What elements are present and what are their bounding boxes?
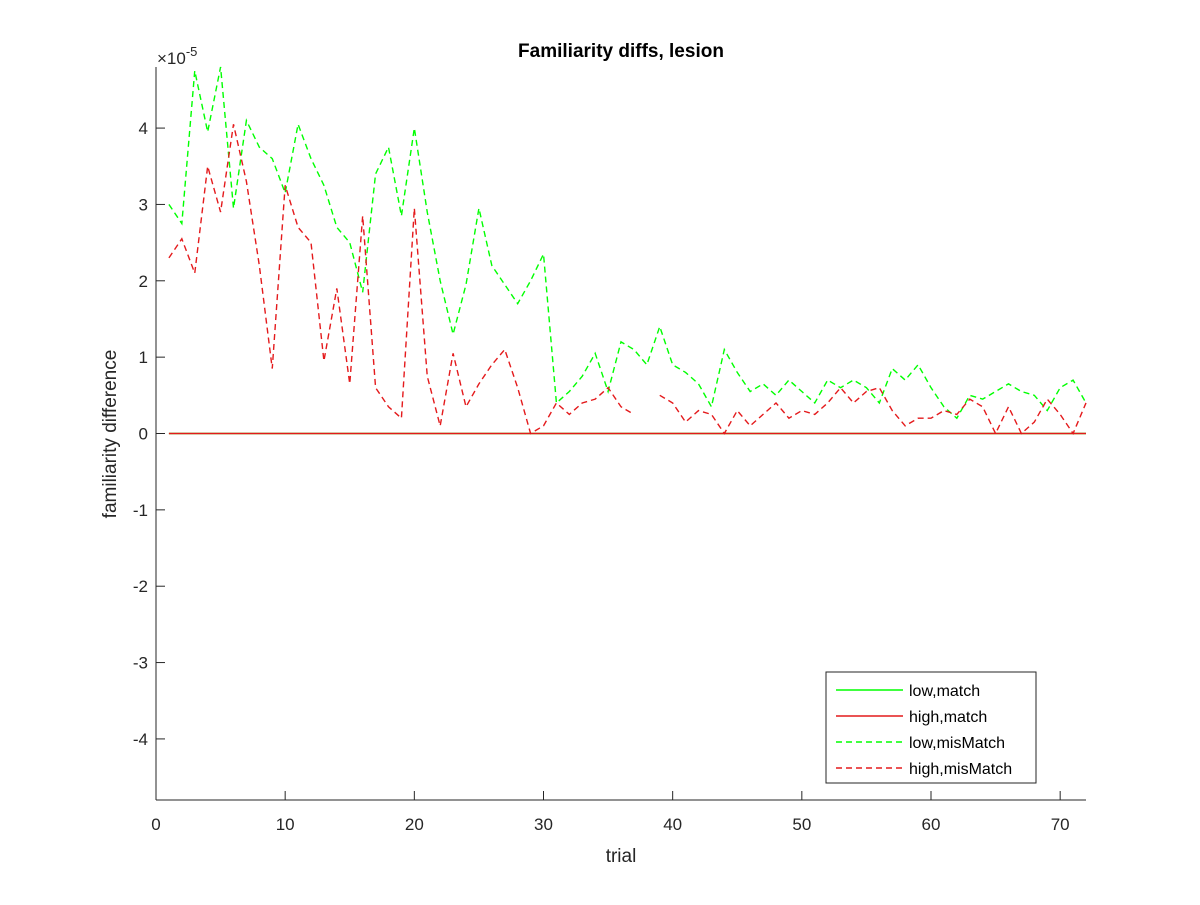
x-tick-label: 20: [405, 815, 424, 834]
legend-label: high,misMatch: [909, 761, 1012, 778]
y-tick-label: -2: [133, 577, 148, 596]
x-tick-label: 40: [663, 815, 682, 834]
y-tick-label: 0: [139, 425, 148, 444]
y-ticks: -4 -3 -2 -1 0 1 2 3 4: [133, 119, 165, 749]
chart-title: Familiarity diffs, lesion: [518, 41, 724, 62]
y-tick-label: -3: [133, 654, 148, 673]
legend[interactable]: low,match high,match low,misMatch high,misM…: [825, 671, 1037, 784]
x-tick-label: 50: [792, 815, 811, 834]
y-exponent-multiplier: ×10-5: [157, 44, 197, 68]
y-tick-label: 1: [139, 348, 148, 367]
legend-label: low,match: [909, 683, 980, 700]
x-tick-label: 0: [151, 815, 160, 834]
x-axis-label: trial: [606, 846, 637, 867]
y-tick-label: -1: [133, 501, 148, 520]
y-tick-label: -4: [133, 730, 148, 749]
y-tick-label: 3: [139, 195, 148, 214]
series-line-high-mismatch: [168, 124, 1087, 436]
y-exponent-power: -5: [186, 44, 198, 59]
legend-label: high,match: [909, 709, 987, 726]
y-exponent-base: ×10: [157, 49, 186, 68]
x-ticks: 0 10 20 30 40 50 60 70: [151, 791, 1070, 834]
x-tick-label: 30: [534, 815, 553, 834]
series-line-low-mismatch: [168, 66, 1087, 420]
x-tick-label: 70: [1051, 815, 1070, 834]
legend-label: low,misMatch: [909, 735, 1005, 752]
series-layer: [168, 66, 1087, 436]
x-tick-label: 60: [922, 815, 941, 834]
x-tick-label: 10: [276, 815, 295, 834]
y-axis-label: familiarity difference: [100, 350, 121, 519]
y-tick-label: 2: [139, 272, 148, 291]
legend-items: low,match high,match low,misMatch high,misM…: [836, 683, 1012, 778]
y-tick-label: 4: [139, 119, 148, 138]
